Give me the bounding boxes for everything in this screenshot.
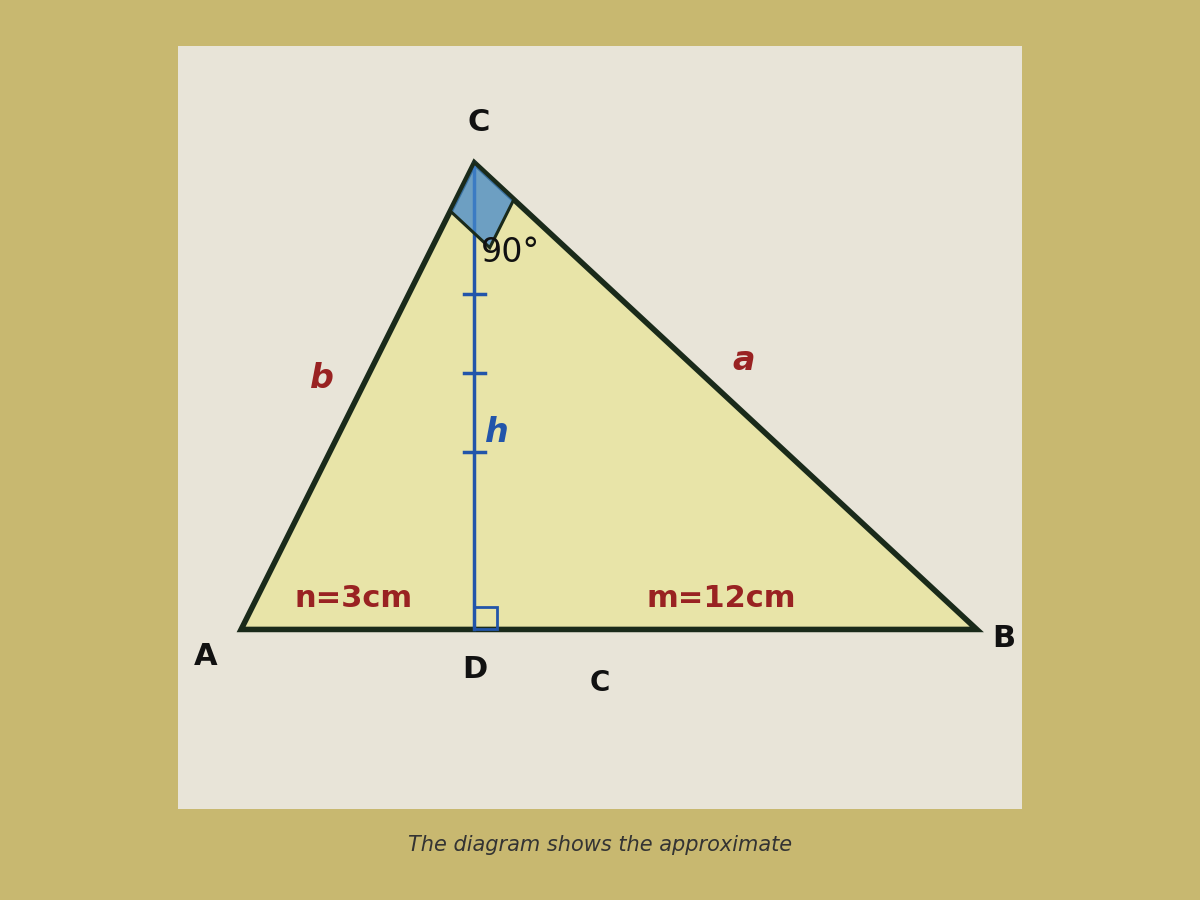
Text: n=3cm: n=3cm [294,583,413,613]
Polygon shape [241,163,977,629]
Text: h: h [485,416,509,448]
Text: C: C [468,108,490,137]
Text: B: B [992,624,1015,652]
Polygon shape [450,163,514,248]
Text: b: b [310,362,334,395]
Text: a: a [732,344,755,377]
Text: D: D [462,655,487,684]
Text: A: A [193,642,217,670]
Text: The diagram shows the approximate: The diagram shows the approximate [408,835,792,855]
Text: C: C [590,670,610,698]
Text: 90°: 90° [481,236,540,269]
FancyBboxPatch shape [179,46,1021,809]
Text: m=12cm: m=12cm [647,583,796,613]
